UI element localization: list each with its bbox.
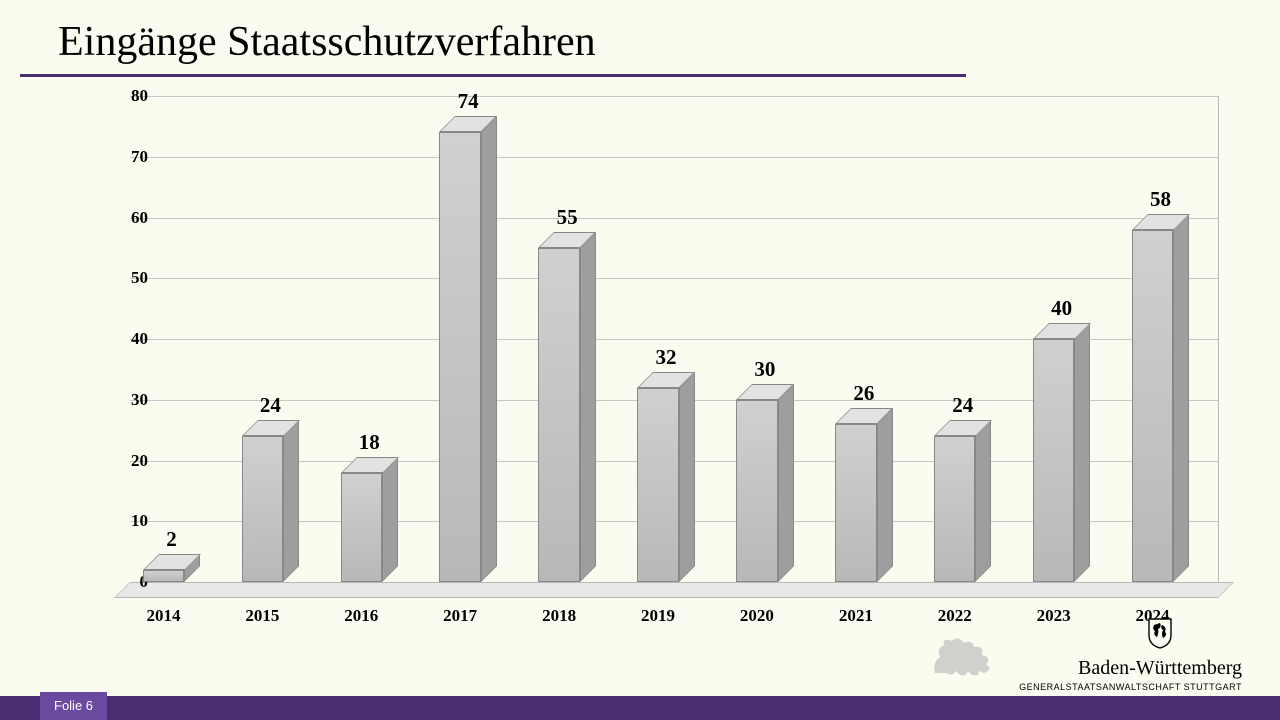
slide: Eingänge Staatsschutzverfahren 010203040… (0, 0, 1280, 720)
gridline (130, 96, 1218, 97)
y-axis-tick: 70 (108, 147, 148, 167)
slide-number-label: Folie 6 (54, 698, 93, 713)
bar-value-label: 58 (1150, 187, 1171, 212)
crest-icon (1078, 617, 1242, 655)
bar-value-label: 74 (458, 89, 479, 114)
x-axis-tick: 2015 (245, 606, 279, 626)
x-axis-tick: 2021 (839, 606, 873, 626)
bar-value-label: 24 (952, 393, 973, 418)
x-axis-tick: 2020 (740, 606, 774, 626)
bar-value-label: 18 (359, 430, 380, 455)
x-axis-tick: 2018 (542, 606, 576, 626)
x-axis-tick: 2014 (146, 606, 180, 626)
x-axis-tick: 2023 (1037, 606, 1071, 626)
x-axis-tick: 2016 (344, 606, 378, 626)
y-axis-tick: 60 (108, 208, 148, 228)
y-axis-tick: 40 (108, 329, 148, 349)
y-axis-tick: 50 (108, 268, 148, 288)
bar-value-label: 30 (754, 357, 775, 382)
y-axis-tick: 20 (108, 451, 148, 471)
y-axis-tick: 10 (108, 511, 148, 531)
bar-value-label: 55 (557, 205, 578, 230)
bar-value-label: 2 (166, 527, 177, 552)
bar-value-label: 26 (853, 381, 874, 406)
x-axis-tick: 2022 (938, 606, 972, 626)
y-axis-tick: 30 (108, 390, 148, 410)
y-axis-tick: 80 (108, 86, 148, 106)
gridline (130, 278, 1218, 279)
title-underline (20, 74, 966, 77)
bar-value-label: 24 (260, 393, 281, 418)
bar-value-label: 32 (656, 345, 677, 370)
brand-text: Baden-Württemberg (1078, 657, 1242, 680)
slide-title: Eingänge Staatsschutzverfahren (58, 18, 596, 66)
x-axis-tick: 2017 (443, 606, 477, 626)
bar-value-label: 40 (1051, 296, 1072, 321)
brand-logo: Baden-Württemberg (1078, 617, 1242, 680)
slide-number-box: Folie 6 (40, 692, 107, 720)
bar-chart: 0102030405060708022014242015182016742017… (74, 96, 1234, 636)
gridline (130, 157, 1218, 158)
gridline (130, 218, 1218, 219)
footer-bar (0, 696, 1280, 720)
plot-area: 0102030405060708022014242015182016742017… (114, 96, 1218, 598)
x-axis-tick: 2019 (641, 606, 675, 626)
org-text: GENERALSTAATSANWALTSCHAFT STUTTGART (1019, 682, 1242, 692)
watermark-lion-icon (930, 633, 1000, 690)
plot-floor (114, 582, 1234, 598)
